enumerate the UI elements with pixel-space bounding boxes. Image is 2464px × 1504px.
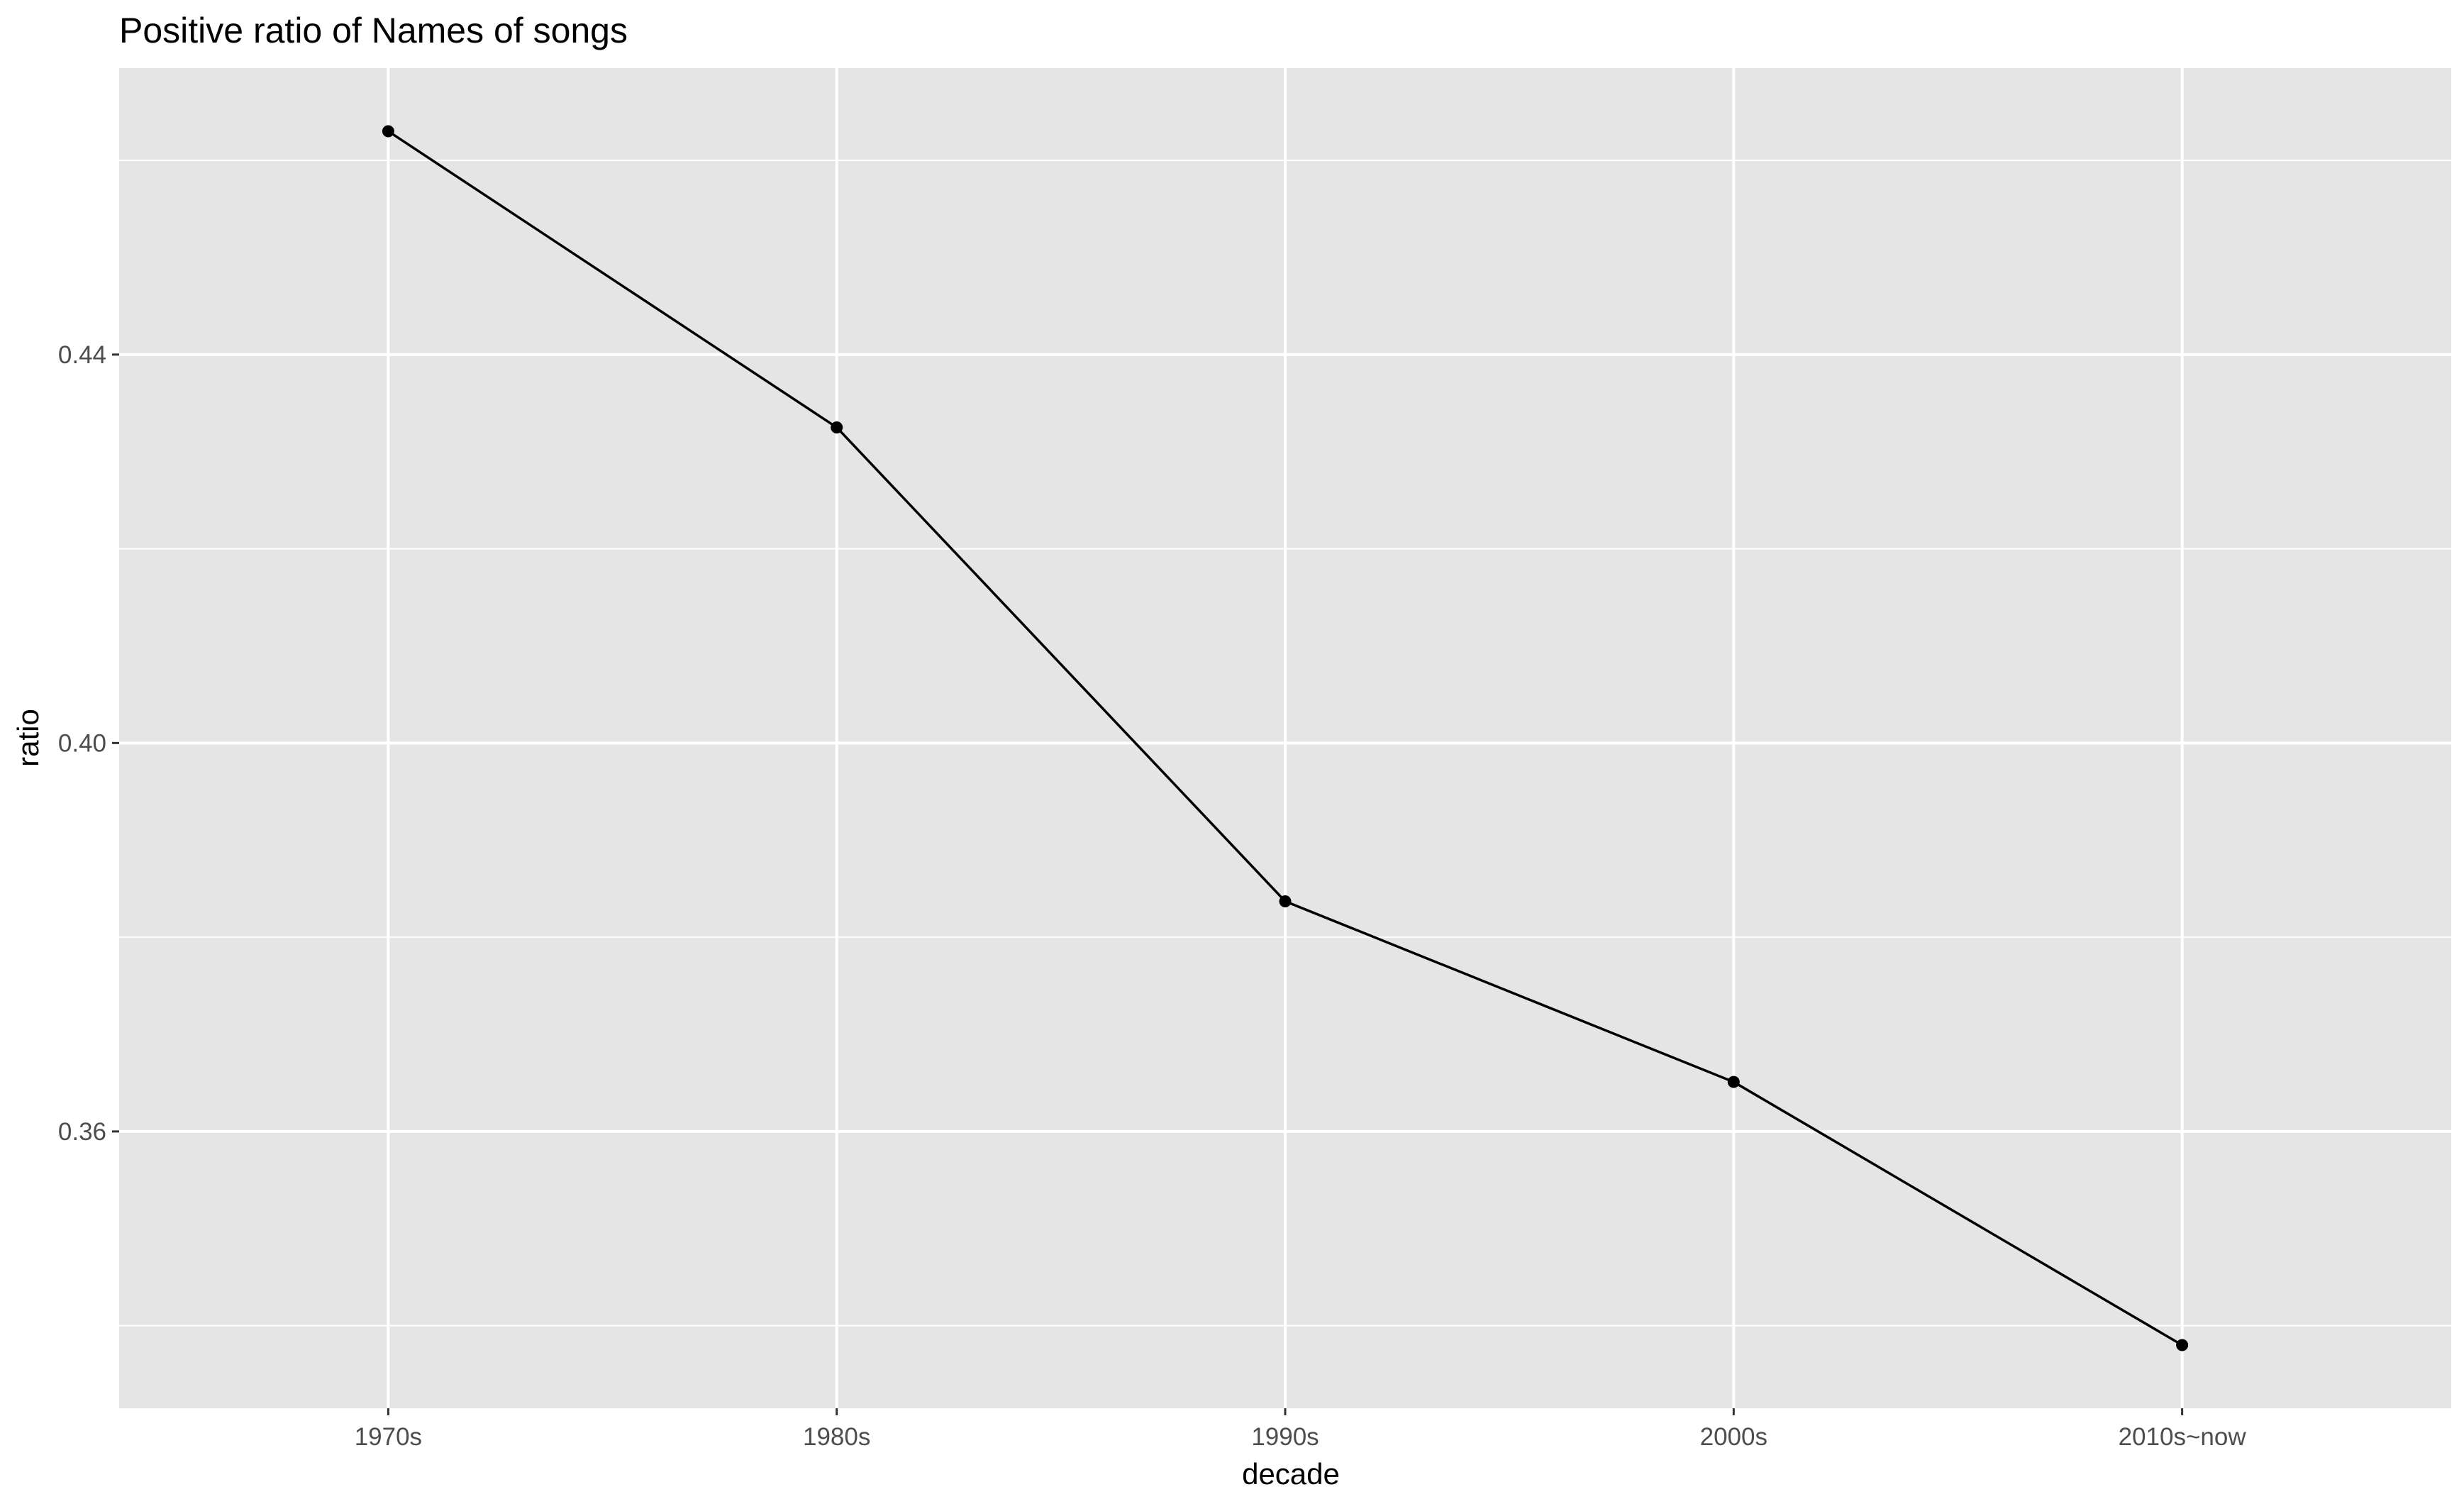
data-point bbox=[1727, 1076, 1740, 1088]
x-tick-label: 1980s bbox=[803, 1423, 870, 1451]
data-point bbox=[831, 421, 843, 433]
y-tick-label: 0.36 bbox=[58, 1118, 106, 1146]
y-axis-tick-labels: 0.36 0.40 0.44 bbox=[58, 341, 106, 1146]
y-axis-title: ratio bbox=[11, 709, 45, 767]
data-point bbox=[1279, 895, 1292, 907]
x-tick-label: 1990s bbox=[1251, 1423, 1319, 1451]
major-gridlines bbox=[119, 68, 2451, 1408]
x-tick-label: 2000s bbox=[1700, 1423, 1767, 1451]
data-point bbox=[2176, 1339, 2189, 1351]
data-point bbox=[382, 125, 394, 138]
x-axis-title: decade bbox=[1242, 1457, 1340, 1491]
series-layer bbox=[382, 125, 2189, 1351]
x-tick-label: 2010s~now bbox=[2119, 1423, 2247, 1451]
y-tick-label: 0.40 bbox=[58, 729, 106, 757]
chart-title: Positive ratio of Names of songs bbox=[119, 11, 628, 50]
x-axis-tick-labels: 1970s 1980s 1990s 2000s 2010s~now bbox=[355, 1423, 2247, 1451]
x-tick-label: 1970s bbox=[355, 1423, 422, 1451]
y-tick-label: 0.44 bbox=[58, 341, 106, 369]
axis-ticks bbox=[112, 353, 2184, 1415]
